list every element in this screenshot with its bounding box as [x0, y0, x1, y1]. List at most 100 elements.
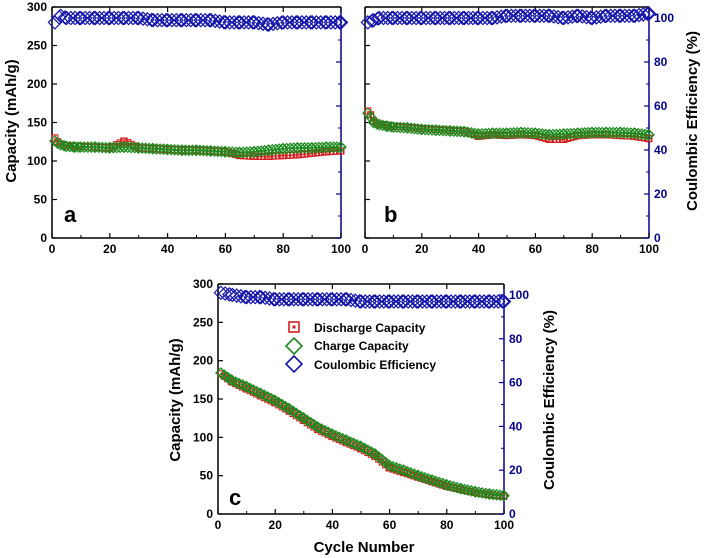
x-tick-label: 60	[529, 242, 543, 256]
data-point	[419, 472, 431, 484]
x-tick-label: 100	[331, 242, 351, 256]
data-point	[226, 15, 242, 30]
series-charge-capacity	[361, 107, 655, 141]
data-point	[186, 144, 199, 157]
data-point	[154, 12, 170, 28]
data-point	[373, 118, 386, 131]
data-point	[430, 475, 442, 488]
data-point	[216, 14, 232, 30]
panel-c: 0 20 40 60 80 1000501001502002503000204060801…	[193, 277, 529, 532]
data-point	[201, 144, 213, 157]
data-point	[266, 291, 282, 307]
data-point	[85, 141, 98, 153]
y-tick-label: 250	[27, 39, 47, 53]
data-point	[427, 10, 442, 26]
x-tick-label: 20	[103, 242, 117, 256]
data-point	[241, 15, 256, 30]
series-charge-capacity	[215, 367, 510, 502]
data-point	[498, 489, 510, 502]
data-point	[411, 123, 424, 135]
data-point	[128, 141, 141, 154]
x-tick-label: 100	[639, 242, 659, 256]
data-point	[546, 9, 562, 24]
data-point	[355, 440, 367, 453]
data-point	[333, 15, 349, 30]
data-point	[313, 15, 329, 30]
data-point	[82, 10, 97, 26]
x-tick-label: 40	[161, 242, 175, 256]
data-point	[405, 294, 420, 309]
data-point	[215, 367, 227, 379]
data-point	[627, 8, 643, 24]
data-point	[229, 146, 242, 159]
data-point	[444, 479, 457, 492]
data-point	[376, 294, 392, 309]
y-tick-label: 100	[27, 154, 47, 168]
data-point	[412, 469, 425, 482]
data-point	[172, 144, 184, 156]
data-point	[144, 12, 160, 28]
legend: Discharge Capacity Charge Capacity Coulo…	[284, 321, 436, 374]
data-point	[236, 379, 249, 391]
data-point	[632, 127, 645, 140]
data-point	[229, 288, 244, 303]
data-point	[383, 459, 396, 472]
data-point	[280, 291, 296, 307]
data-point	[301, 414, 314, 427]
data-point	[639, 128, 651, 141]
data-point	[574, 9, 590, 24]
data-point	[347, 437, 360, 450]
data-point	[441, 10, 457, 26]
x-tick-label: 40	[326, 518, 340, 532]
data-point	[72, 141, 85, 153]
data-point	[495, 294, 510, 309]
data-point	[233, 377, 246, 390]
data-point	[290, 291, 306, 307]
data-point	[394, 10, 410, 26]
data-point	[451, 10, 467, 26]
data-point	[607, 8, 623, 24]
data-point	[358, 442, 371, 455]
y2-tick-label: 40	[509, 419, 523, 433]
data-point	[440, 124, 453, 137]
data-point	[398, 10, 414, 26]
data-point	[408, 122, 421, 135]
data-point	[455, 10, 471, 26]
data-point	[404, 467, 417, 479]
data-point	[362, 294, 377, 309]
data-point	[570, 8, 586, 24]
y-tick-label: 150	[193, 392, 213, 406]
data-point	[483, 488, 496, 500]
data-point	[327, 15, 343, 30]
data-point	[143, 142, 155, 155]
data-point	[284, 15, 300, 30]
data-point	[309, 291, 325, 307]
data-point	[366, 12, 381, 28]
y2-tick-label: 80	[509, 332, 523, 346]
data-point	[387, 460, 399, 473]
data-point	[337, 291, 353, 307]
data-point	[367, 116, 380, 129]
data-point	[448, 294, 463, 309]
data-point	[202, 12, 217, 28]
data-point	[458, 483, 471, 496]
data-point	[436, 477, 449, 490]
y2-tick-label: 60	[654, 99, 668, 113]
data-point	[331, 141, 343, 153]
data-point	[395, 294, 410, 309]
data-point	[57, 10, 73, 25]
legend-marker-discharge-dot	[292, 325, 296, 329]
data-point	[276, 291, 292, 307]
y-axis-label-bottom-right: Coulombic Efficiency (%)	[541, 310, 558, 490]
data-point	[437, 10, 452, 26]
data-point	[542, 8, 557, 24]
data-point	[635, 7, 651, 22]
data-point	[131, 10, 147, 26]
panel-a: 0 20 40 60 80 100 0 50 100 150 200 250 300	[27, 0, 351, 256]
data-point	[498, 8, 513, 24]
data-point	[401, 465, 414, 478]
data-point	[224, 287, 240, 303]
x-tick-label: 0	[215, 518, 222, 532]
y2-tick-label: 20	[509, 463, 523, 477]
